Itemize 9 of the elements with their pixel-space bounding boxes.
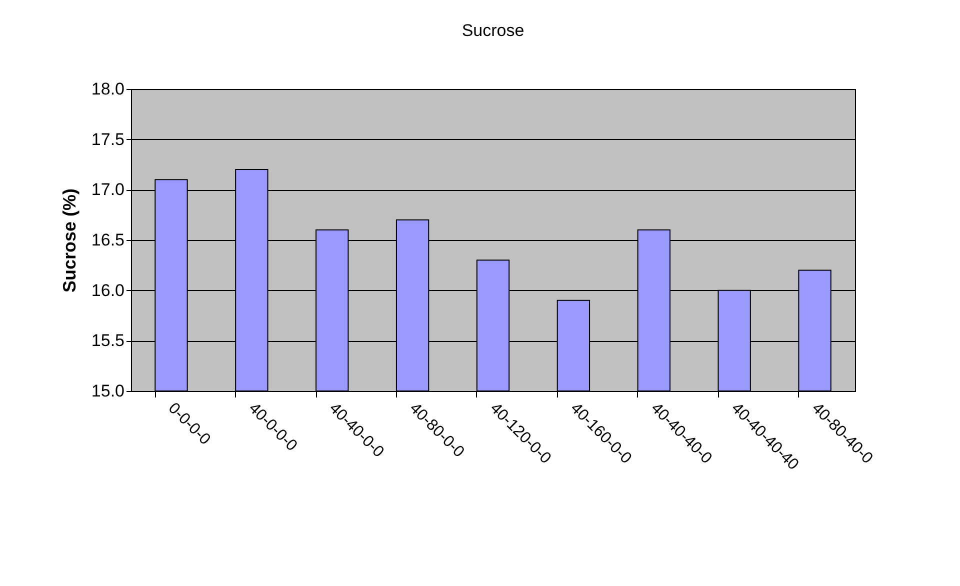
y-axis-title: Sucrose (%)	[59, 188, 80, 293]
y-tick-label: 17.5	[91, 130, 124, 149]
y-tick-label: 16.0	[91, 280, 124, 300]
y-tick-label: 17.0	[91, 180, 124, 200]
y-tick-label: 15.0	[91, 382, 124, 400]
y-tick-label: 16.5	[91, 230, 124, 250]
y-tick-label: 18.0	[91, 80, 124, 98]
chart-title: Sucrose	[462, 21, 524, 40]
y-tick-label: 15.5	[91, 331, 124, 350]
